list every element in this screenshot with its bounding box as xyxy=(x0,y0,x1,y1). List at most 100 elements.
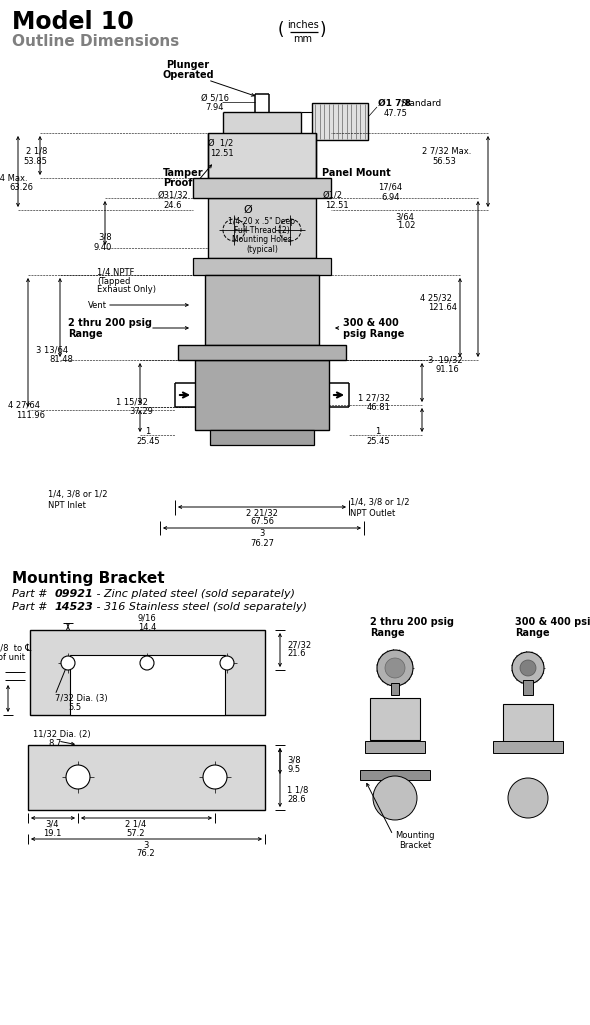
Text: 9.40: 9.40 xyxy=(94,243,112,251)
Bar xyxy=(195,360,329,430)
Circle shape xyxy=(385,658,405,678)
Text: Proof: Proof xyxy=(163,178,192,188)
Text: 2 thru 200 psig: 2 thru 200 psig xyxy=(370,617,454,627)
Circle shape xyxy=(66,765,90,789)
Text: Part #: Part # xyxy=(12,602,51,612)
Text: 1/4 NPTF: 1/4 NPTF xyxy=(97,268,135,277)
Text: 3: 3 xyxy=(260,530,265,538)
Text: Ø31/32: Ø31/32 xyxy=(158,191,189,200)
Text: 56.53: 56.53 xyxy=(432,157,456,165)
Text: 21.6: 21.6 xyxy=(287,650,306,658)
Bar xyxy=(30,630,265,715)
Bar xyxy=(208,133,316,178)
Text: 5.5: 5.5 xyxy=(68,703,81,712)
Text: ℄: ℄ xyxy=(22,643,31,653)
Text: 27/32: 27/32 xyxy=(287,641,311,650)
Circle shape xyxy=(61,656,75,670)
Text: 09921: 09921 xyxy=(55,589,94,599)
Text: inches: inches xyxy=(287,20,319,30)
Text: 1: 1 xyxy=(375,427,381,437)
Bar xyxy=(391,683,399,695)
Bar xyxy=(312,102,368,140)
Text: 11/32 Dia. (2): 11/32 Dia. (2) xyxy=(33,731,91,739)
Text: Range: Range xyxy=(370,628,405,638)
Text: 300 & 400 psig: 300 & 400 psig xyxy=(515,617,590,627)
Text: Operated: Operated xyxy=(162,70,214,80)
Text: 47.75: 47.75 xyxy=(384,110,408,119)
Text: 2 21/32: 2 21/32 xyxy=(246,508,278,518)
Text: 76.27: 76.27 xyxy=(250,538,274,547)
Circle shape xyxy=(373,776,417,820)
Text: Ø: Ø xyxy=(244,205,253,215)
Text: 1.02: 1.02 xyxy=(397,221,415,231)
Text: NPT Inlet: NPT Inlet xyxy=(48,500,86,509)
Circle shape xyxy=(203,765,227,789)
Text: Full Thread (2): Full Thread (2) xyxy=(234,227,290,236)
Text: 25.45: 25.45 xyxy=(366,438,390,447)
Text: 37.29: 37.29 xyxy=(129,408,153,416)
Text: Standard: Standard xyxy=(400,98,441,108)
Text: 300 & 400: 300 & 400 xyxy=(343,318,399,328)
Text: 7.94: 7.94 xyxy=(206,102,224,112)
Bar xyxy=(493,741,563,753)
Text: - Zinc plated steel (sold separately): - Zinc plated steel (sold separately) xyxy=(93,589,295,599)
Text: 3/4: 3/4 xyxy=(45,820,59,828)
Text: Part #: Part # xyxy=(12,589,51,599)
Text: 111.96: 111.96 xyxy=(16,410,45,419)
Bar xyxy=(208,198,316,258)
Circle shape xyxy=(520,660,536,676)
Text: 46.81: 46.81 xyxy=(367,404,391,412)
Text: 8.7: 8.7 xyxy=(48,739,61,748)
Text: 24.6: 24.6 xyxy=(163,201,182,209)
Text: Tamper: Tamper xyxy=(163,168,204,178)
Text: 3/64: 3/64 xyxy=(395,212,414,221)
Text: (typical): (typical) xyxy=(246,245,278,253)
Text: 1/4-20 x .5" Deep: 1/4-20 x .5" Deep xyxy=(228,217,296,227)
Text: Mounting: Mounting xyxy=(395,830,435,839)
Text: 25.45: 25.45 xyxy=(136,438,160,447)
Text: 3/8: 3/8 xyxy=(287,755,301,765)
Text: 14523: 14523 xyxy=(55,602,94,612)
Text: Mounting Holes: Mounting Holes xyxy=(232,236,292,245)
Circle shape xyxy=(377,650,413,686)
Text: Ø1/2: Ø1/2 xyxy=(323,191,343,200)
Text: 4 27/64: 4 27/64 xyxy=(8,401,40,410)
Text: Panel Mount: Panel Mount xyxy=(322,168,391,178)
Circle shape xyxy=(512,652,544,684)
Text: 1 27/32: 1 27/32 xyxy=(358,394,390,403)
Text: (: ( xyxy=(278,20,284,39)
Text: 28.6: 28.6 xyxy=(287,795,306,805)
Text: 3  19/32: 3 19/32 xyxy=(428,356,463,365)
Text: Ø1 7/8: Ø1 7/8 xyxy=(378,98,411,108)
Text: 1: 1 xyxy=(145,427,150,437)
Text: Exhaust Only): Exhaust Only) xyxy=(97,286,156,294)
Text: 81.48: 81.48 xyxy=(49,356,73,365)
Text: 6.94: 6.94 xyxy=(381,193,399,202)
Text: 1 7/8  to: 1 7/8 to xyxy=(0,644,22,653)
Text: Ø 5/16: Ø 5/16 xyxy=(201,93,229,102)
Text: 53.85: 53.85 xyxy=(23,157,47,165)
Text: NPT Outlet: NPT Outlet xyxy=(350,508,395,518)
Text: 57.2: 57.2 xyxy=(127,828,145,837)
Text: 12.51: 12.51 xyxy=(210,149,234,158)
Text: Ø  1/2: Ø 1/2 xyxy=(208,138,233,148)
Text: 2 thru 200 psig: 2 thru 200 psig xyxy=(68,318,152,328)
Text: 76.2: 76.2 xyxy=(137,850,155,859)
Bar xyxy=(370,698,420,740)
Text: 1/4, 3/8 or 1/2: 1/4, 3/8 or 1/2 xyxy=(350,498,409,507)
Text: 2 1/8: 2 1/8 xyxy=(25,147,47,156)
Circle shape xyxy=(508,778,548,818)
Bar xyxy=(70,655,225,715)
Text: Model 10: Model 10 xyxy=(12,10,134,34)
Text: ): ) xyxy=(320,20,326,39)
Bar xyxy=(360,770,430,780)
Text: 3/8: 3/8 xyxy=(99,233,112,242)
Bar xyxy=(178,345,346,360)
Text: 3: 3 xyxy=(143,840,149,850)
Bar xyxy=(503,704,553,742)
Text: - 316 Stainless steel (sold separately): - 316 Stainless steel (sold separately) xyxy=(93,602,307,612)
Text: 2 1/4: 2 1/4 xyxy=(125,820,147,828)
Text: 19.1: 19.1 xyxy=(43,828,61,837)
Text: Range: Range xyxy=(68,329,103,339)
Text: Mounting Bracket: Mounting Bracket xyxy=(12,571,165,585)
